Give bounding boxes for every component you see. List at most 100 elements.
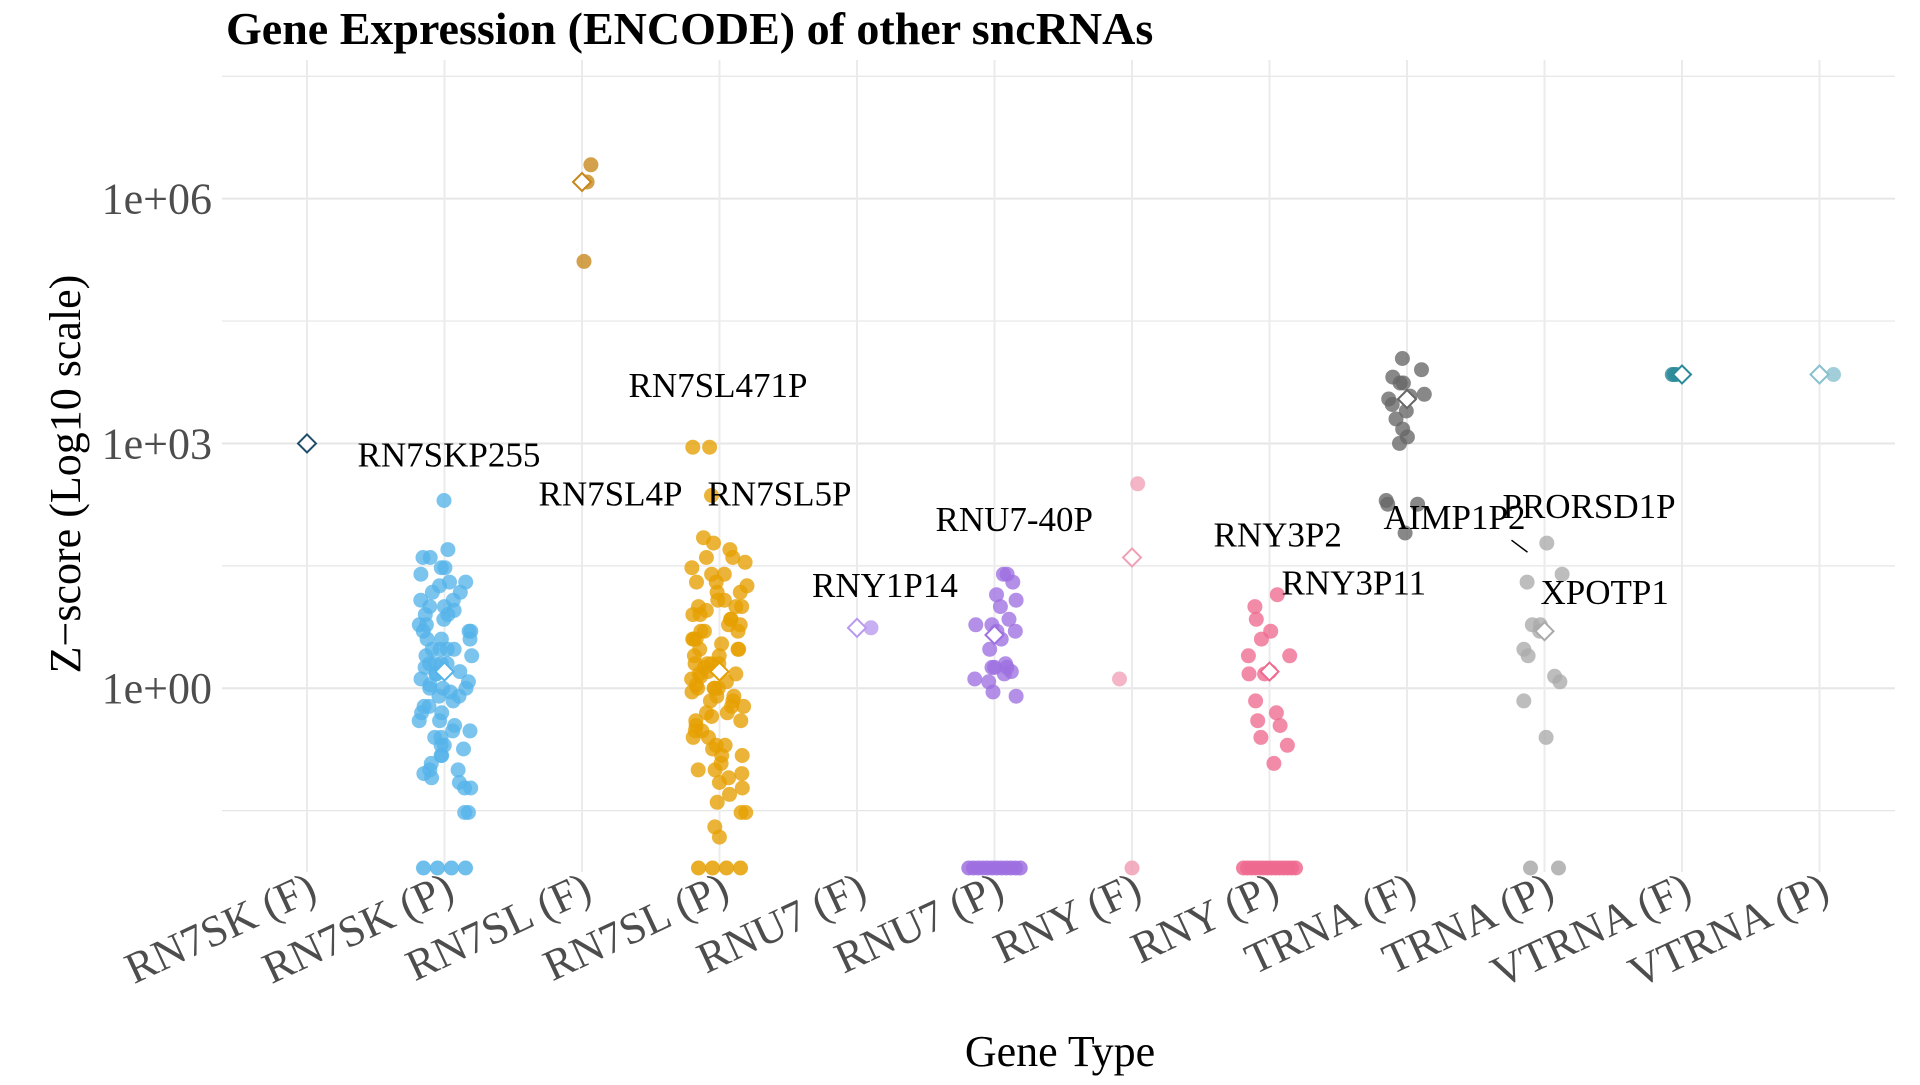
- mean-marker: [1534, 620, 1555, 642]
- data-point: [989, 587, 1004, 603]
- data-point: [1240, 648, 1256, 664]
- data-point-floor: [1124, 860, 1140, 876]
- data-point: [417, 659, 433, 675]
- data-point: [982, 641, 998, 657]
- grid-lines: [222, 60, 1895, 872]
- x-axis-label: Gene Type: [965, 1027, 1155, 1076]
- data-point: [1248, 611, 1264, 627]
- data-point: [1554, 566, 1570, 582]
- data-point: [685, 439, 701, 455]
- data-point: [706, 535, 721, 551]
- data-point: [704, 488, 719, 503]
- data-point: [463, 780, 479, 796]
- y-axis-label: Z−score (Log10 scale): [41, 275, 90, 674]
- annotation-label: RNY3P11: [1282, 564, 1427, 603]
- data-point: [992, 599, 1008, 615]
- data-point: [1272, 718, 1288, 733]
- data-point: [583, 157, 599, 173]
- data-point: [736, 698, 752, 714]
- data-point: [1552, 674, 1568, 690]
- data-point: [719, 705, 735, 721]
- data-point: [1519, 574, 1535, 590]
- data-point: [1539, 535, 1555, 551]
- x-axis-ticks: RN7SK (F)RN7SK (P)RN7SL (F)RN7SL (P)RNU7…: [117, 863, 1835, 998]
- mean-marker: [296, 433, 318, 454]
- annotation-label: RN7SL5P: [708, 475, 852, 514]
- data-point: [1516, 693, 1532, 709]
- chart-title: Gene Expression (ENCODE) of other sncRNA…: [226, 3, 1153, 54]
- data-point: [1384, 397, 1400, 412]
- data-point-floor: [1012, 860, 1028, 876]
- data-point: [1397, 525, 1413, 541]
- mean-marker: [434, 661, 455, 683]
- data-point: [413, 566, 429, 582]
- data-point: [456, 741, 471, 757]
- data-point: [707, 762, 723, 778]
- data-point: [1398, 403, 1414, 419]
- data-point-floor: [1288, 860, 1303, 876]
- data-point: [985, 684, 1001, 700]
- data-point-floor: [430, 860, 445, 876]
- data-point: [437, 560, 453, 576]
- y-tick-label: 1e+06: [102, 175, 212, 224]
- mean-marker: [984, 624, 1005, 646]
- data-point: [1008, 592, 1024, 608]
- data-point: [462, 723, 478, 739]
- data-point: [996, 666, 1012, 682]
- data-point: [1001, 611, 1017, 627]
- data-point: [464, 648, 480, 664]
- data-point: [689, 574, 704, 590]
- data-point: [684, 684, 700, 700]
- data-point: [702, 439, 718, 455]
- data-point: [685, 729, 701, 745]
- annotation-label: XPOTP1: [1541, 573, 1669, 612]
- data-point: [702, 693, 718, 709]
- data-point: [968, 617, 984, 633]
- data-point: [1282, 648, 1298, 664]
- data-point: [436, 493, 452, 508]
- data-point: [1414, 362, 1429, 378]
- data-point: [440, 542, 456, 558]
- data-point: [698, 550, 714, 565]
- data-point: [1241, 666, 1257, 682]
- data-point-floor: [733, 860, 748, 876]
- data-point: [1266, 755, 1282, 771]
- data-point: [734, 780, 750, 796]
- data-point-floor: [1551, 860, 1566, 876]
- data-point: [684, 560, 700, 576]
- data-point-floor: [444, 860, 459, 876]
- data-point: [1269, 587, 1285, 603]
- mean-marker: [571, 171, 593, 193]
- data-point: [730, 623, 746, 639]
- data-point: [690, 762, 706, 778]
- y-tick-label: 1e+03: [102, 419, 212, 468]
- data-point: [733, 805, 749, 820]
- data-point-floor: [416, 860, 431, 876]
- data-point: [431, 688, 447, 704]
- data-point: [704, 709, 720, 724]
- data-point-floor: [1523, 860, 1538, 876]
- annotation-label: RN7SKP255: [358, 436, 541, 475]
- data-point: [1392, 435, 1407, 451]
- data-point: [1520, 648, 1536, 664]
- data-point: [457, 805, 473, 820]
- data-point: [1008, 688, 1024, 704]
- data-point: [1007, 623, 1023, 639]
- mean-marker: [709, 661, 730, 683]
- data-point: [711, 775, 727, 790]
- data-point: [1005, 574, 1021, 590]
- data-point: [432, 713, 448, 729]
- x-tick-label: RNY (F): [986, 863, 1148, 973]
- data-point: [1253, 729, 1269, 745]
- data-point: [734, 748, 750, 763]
- annotation-label: RN7SL471P: [629, 366, 808, 405]
- y-tick-label: 1e+00: [102, 664, 212, 713]
- data-point: [1395, 375, 1411, 391]
- data-point: [1380, 496, 1396, 512]
- annotation-label: RN7SL4P: [539, 475, 683, 514]
- annotation-label: AIMP1P2: [1384, 498, 1526, 537]
- data-point: [424, 584, 440, 600]
- annotation-leader: [1511, 539, 1528, 553]
- data-point: [1538, 729, 1554, 745]
